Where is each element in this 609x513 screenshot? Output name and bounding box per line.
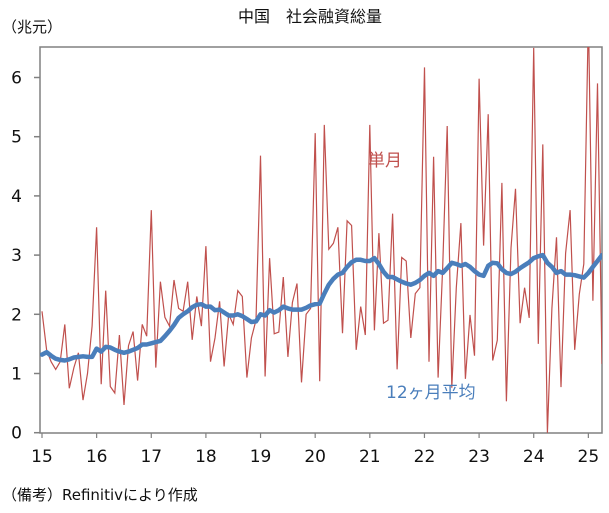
x-tick-label: 25: [578, 447, 600, 467]
chart-title: 中国 社会融資総量: [238, 7, 382, 26]
x-tick-label: 15: [31, 447, 53, 467]
x-tick-label: 21: [359, 447, 381, 467]
x-tick-label: 20: [304, 447, 326, 467]
y-tick-label: 2: [11, 305, 22, 325]
y-tick-label: 3: [11, 246, 22, 266]
y-tick-label: 4: [11, 187, 22, 207]
y-tick-label: 0: [11, 424, 22, 444]
x-tick-label: 19: [250, 447, 272, 467]
x-tick-label: 18: [195, 447, 217, 467]
x-tick-label: 22: [414, 447, 436, 467]
legend-label-monthly: 単月: [368, 151, 402, 171]
x-tick-label: 23: [468, 447, 490, 467]
source-note: （備考）Refinitivにより作成: [2, 486, 198, 504]
x-tick-label: 16: [86, 447, 108, 467]
y-axis-unit: （兆元）: [2, 18, 62, 36]
x-tick-label: 24: [523, 447, 545, 467]
series-line-12m-average: [40, 252, 602, 363]
x-tick-label: 17: [140, 447, 162, 467]
y-tick-label: 1: [11, 365, 22, 385]
series-line-monthly: [41, 47, 602, 433]
y-tick-label: 6: [11, 69, 22, 89]
y-tick-label: 5: [11, 128, 22, 148]
plot-frame: [39, 46, 603, 434]
legend-label-12m-average: 12ヶ月平均: [386, 383, 476, 403]
